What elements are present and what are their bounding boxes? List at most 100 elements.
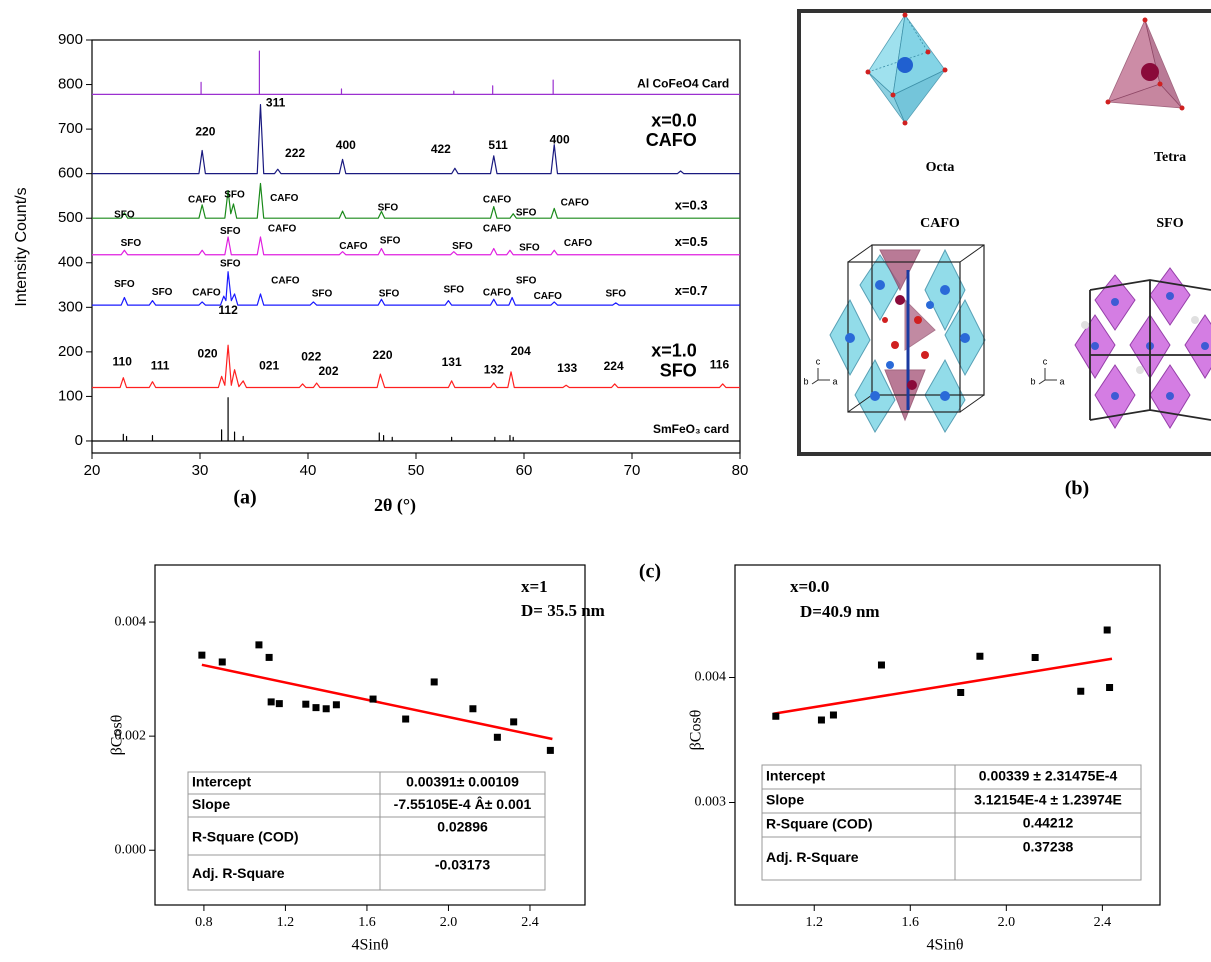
annotation: 400 [336, 138, 356, 152]
y-tick-label: 0.002 [115, 728, 147, 743]
table-value: 0.44212 [1023, 815, 1074, 831]
annotation: CAFO [564, 238, 593, 249]
annotation: SFO [114, 210, 135, 221]
series-line [92, 104, 740, 175]
table-cell [379, 854, 546, 891]
annotation: 311 [266, 95, 286, 109]
structure-label: SFO [1156, 216, 1183, 231]
octahedron [865, 12, 948, 126]
table-key: Slope [766, 792, 804, 808]
point [1103, 626, 1111, 634]
table-cell [761, 836, 956, 881]
annotation: 131 [442, 355, 462, 369]
annotation: 204 [511, 344, 531, 358]
point [402, 715, 410, 723]
axis-triads [811, 368, 1057, 385]
point [976, 652, 984, 660]
point [198, 651, 206, 659]
x-tick-label: 2.0 [998, 915, 1016, 930]
annotation: SFO [121, 238, 142, 249]
point [430, 678, 438, 686]
y-tick-label: 900 [58, 31, 83, 48]
x-tick-label: 30 [192, 462, 209, 479]
axis-label: c [1043, 356, 1048, 366]
annotation: SFO [519, 243, 540, 254]
panel-label: (b) [1065, 478, 1089, 500]
x-tick-label: 40 [300, 462, 317, 479]
annotation: SFO [660, 361, 697, 381]
y-tick-label: 300 [58, 298, 83, 315]
point [546, 746, 554, 754]
annotation: 511 [488, 138, 508, 152]
annotation: 112 [218, 303, 238, 317]
annotation: SFO [452, 241, 473, 252]
annotation: 400 [550, 132, 570, 146]
series-label: x=0.7 [675, 283, 708, 298]
y-axis-label: βCosθ [109, 715, 126, 756]
series-label: SmFeO₃ card [653, 422, 729, 436]
y-tick-label: 0.004 [695, 670, 727, 685]
table-cell [954, 764, 1142, 790]
annotation: 111 [151, 358, 170, 372]
annotation: 220 [373, 348, 393, 362]
y-tick-label: 0.003 [695, 795, 727, 810]
annotation: D= 35.5 nm [521, 601, 605, 620]
point [817, 716, 825, 724]
x-axis-label: 4Sinθ [351, 937, 388, 954]
annotation: SFO [444, 285, 465, 296]
annotation: CAFO [483, 288, 512, 299]
annotation: 021 [259, 358, 279, 372]
annotation: 222 [285, 146, 305, 160]
point [772, 712, 780, 720]
annotation: CAFO [192, 288, 221, 299]
annotation: SFO [224, 190, 245, 201]
fit-line [201, 663, 553, 741]
point [275, 700, 283, 708]
y-tick-label: 200 [58, 343, 83, 360]
x-tick-label: 1.6 [902, 915, 920, 930]
annotation: SFO [378, 203, 399, 214]
point [267, 698, 275, 706]
series-label: Al CoFeO4 Card [637, 77, 729, 91]
series-line [92, 182, 740, 219]
y-tick-label: 0.000 [115, 842, 147, 857]
annotation: x=0.0 [790, 577, 829, 596]
point [332, 701, 340, 709]
x-tick-label: 2.4 [521, 915, 539, 930]
table-cell [954, 788, 1142, 814]
series-label: x=0.3 [675, 198, 708, 213]
x-axis-label: 2θ (°) [374, 495, 416, 516]
x-axis-label: 4Sinθ [926, 937, 963, 954]
point [957, 689, 965, 696]
y-tick-label: 0 [75, 432, 83, 449]
annotation: CAFO [271, 276, 300, 287]
table-key: Adj. R-Square [766, 849, 859, 865]
panel-label: (a) [233, 487, 256, 509]
point [829, 711, 837, 719]
table-cell [954, 812, 1142, 838]
annotation: SFO [516, 208, 537, 219]
series-label: x=0.0 [651, 110, 697, 130]
axis-label: b [803, 376, 808, 386]
x-tick-label: 1.2 [805, 915, 823, 930]
y-tick-label: 500 [58, 209, 83, 226]
annotation: SFO [312, 289, 333, 300]
plot-frame [154, 564, 586, 906]
x-tick-label: 0.8 [195, 915, 213, 930]
point [255, 641, 263, 649]
y-axis-label: βCosθ [688, 710, 705, 751]
y-axis-label: Intensity Count/s [13, 187, 30, 306]
y-tick-label: 800 [58, 76, 83, 93]
y-tick-label: 600 [58, 165, 83, 182]
annotation: CAFO [339, 241, 368, 252]
annotation: 224 [604, 359, 624, 373]
annotation: CAFO [561, 198, 590, 209]
point [265, 653, 273, 661]
table-key: Intercept [766, 768, 825, 784]
panel-frame [797, 9, 1211, 456]
chart: 0.8 1.2 1.6 2.0 2.4 0.000 0.002 0.004 4Sinθ βCosθ… [109, 564, 605, 954]
series-label: x=0.5 [675, 234, 708, 249]
x-tick-label: 80 [732, 462, 749, 479]
x-tick-label: 50 [408, 462, 425, 479]
